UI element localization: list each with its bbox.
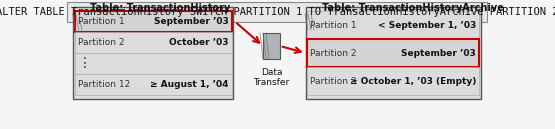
Text: October ’03: October ’03 bbox=[169, 38, 229, 47]
Text: September ’03: September ’03 bbox=[154, 17, 229, 26]
FancyBboxPatch shape bbox=[308, 14, 319, 30]
Text: Table: TransactionHistoryArchive: Table: TransactionHistoryArchive bbox=[322, 3, 504, 13]
FancyBboxPatch shape bbox=[307, 11, 480, 39]
FancyBboxPatch shape bbox=[307, 67, 480, 95]
Text: Partition 12: Partition 12 bbox=[78, 80, 130, 89]
Text: Partition 1: Partition 1 bbox=[310, 21, 357, 30]
Text: ≥ October 1, ’03 (Empty): ≥ October 1, ’03 (Empty) bbox=[350, 76, 476, 86]
Text: < September 1, ’03: < September 1, ’03 bbox=[378, 21, 476, 30]
FancyBboxPatch shape bbox=[73, 7, 233, 99]
Text: Partition 2: Partition 2 bbox=[310, 49, 357, 58]
FancyBboxPatch shape bbox=[306, 7, 481, 99]
Text: Partition 1: Partition 1 bbox=[78, 17, 125, 26]
FancyBboxPatch shape bbox=[67, 2, 487, 22]
FancyBboxPatch shape bbox=[75, 32, 232, 53]
Text: Partition 3: Partition 3 bbox=[310, 76, 357, 86]
Text: ≥ August 1, ’04: ≥ August 1, ’04 bbox=[150, 80, 229, 89]
FancyBboxPatch shape bbox=[75, 74, 232, 95]
FancyBboxPatch shape bbox=[263, 33, 280, 59]
FancyBboxPatch shape bbox=[75, 53, 232, 74]
Text: September ’03: September ’03 bbox=[401, 49, 476, 58]
Text: Table: TransactionHistory: Table: TransactionHistory bbox=[90, 3, 230, 13]
Text: ⋮: ⋮ bbox=[78, 57, 92, 71]
Text: Partition 2: Partition 2 bbox=[78, 38, 124, 47]
Text: Data
Transfer: Data Transfer bbox=[253, 68, 290, 87]
FancyBboxPatch shape bbox=[307, 39, 480, 67]
Text: ALTER TABLE TransactionHistory SWITCH PARTITION 1 TO TransactionHistoryArchive P: ALTER TABLE TransactionHistory SWITCH PA… bbox=[0, 7, 555, 17]
FancyBboxPatch shape bbox=[75, 14, 87, 30]
FancyBboxPatch shape bbox=[75, 11, 232, 32]
